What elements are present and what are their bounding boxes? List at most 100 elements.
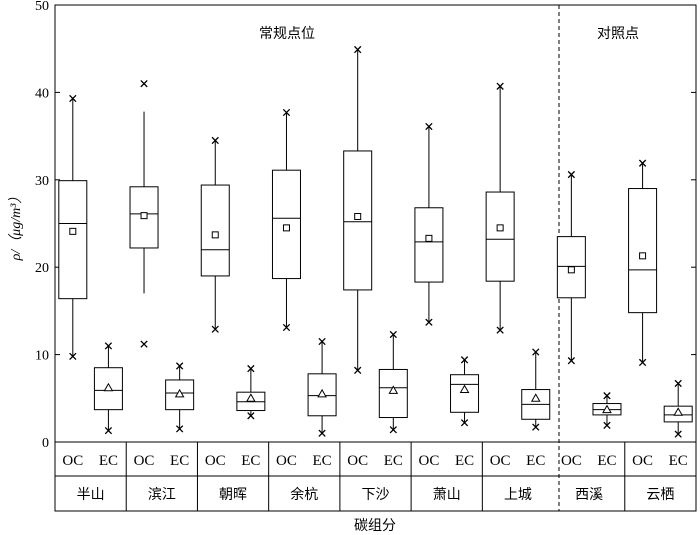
- mean-marker: [602, 404, 612, 414]
- max-marker: [104, 342, 113, 350]
- box-body: [628, 188, 658, 314]
- component-label: EC: [526, 453, 545, 469]
- component-label: EC: [241, 453, 260, 469]
- mean-marker: [354, 213, 362, 221]
- component-label: OC: [347, 453, 368, 469]
- component-label: OC: [632, 453, 653, 469]
- mean-marker: [530, 393, 541, 402]
- min-marker: [425, 318, 433, 326]
- component-label: OC: [62, 453, 83, 469]
- mean-marker: [317, 388, 327, 398]
- min-marker: [674, 430, 682, 438]
- min-marker: [389, 426, 397, 434]
- max-marker: [318, 337, 326, 346]
- max-marker: [354, 45, 362, 54]
- box-oc: [200, 136, 230, 333]
- mean-marker: [639, 252, 647, 260]
- max-marker: [496, 82, 504, 90]
- y-tick-label: 10: [35, 349, 49, 364]
- min-marker: [532, 423, 540, 431]
- mean-marker: [245, 393, 256, 402]
- max-marker: [567, 170, 576, 179]
- mean-marker: [69, 227, 77, 235]
- mean-marker: [174, 388, 185, 398]
- box-ec: [93, 342, 123, 435]
- y-tick-label: 30: [35, 174, 49, 189]
- component-label: OC: [490, 453, 511, 469]
- box-body: [414, 207, 444, 283]
- component-label: OC: [418, 453, 439, 469]
- component-label: OC: [134, 453, 155, 469]
- box-ec: [165, 362, 195, 433]
- box-body: [485, 191, 515, 282]
- min-marker: [567, 357, 576, 365]
- mean-marker: [211, 231, 219, 239]
- box-oc: [343, 45, 373, 374]
- max-marker: [175, 362, 184, 370]
- max-marker: [460, 356, 469, 364]
- mean-marker: [388, 385, 399, 394]
- y-axis-label: ρ/（μg/m³）: [8, 190, 24, 262]
- box-oc: [414, 122, 444, 326]
- box-oc: [628, 159, 658, 367]
- max-marker: [69, 94, 77, 103]
- component-label: EC: [597, 453, 616, 469]
- y-tick-label: 20: [35, 261, 49, 276]
- component-label: EC: [170, 453, 189, 469]
- component-label: EC: [384, 453, 403, 469]
- min-marker: [140, 340, 148, 348]
- site-label: 余杭: [290, 486, 318, 503]
- max-marker: [674, 379, 682, 388]
- site-label: 西溪: [575, 487, 603, 503]
- box-ec: [450, 356, 480, 427]
- box-body: [450, 374, 480, 413]
- max-marker: [140, 80, 148, 88]
- box-body: [378, 368, 408, 419]
- min-marker: [460, 419, 469, 427]
- box-oc: [271, 108, 301, 332]
- min-marker: [496, 326, 504, 334]
- box-oc: [58, 94, 88, 361]
- min-marker: [247, 412, 255, 420]
- mean-marker: [459, 384, 470, 394]
- min-marker: [211, 325, 219, 333]
- min-marker: [603, 421, 611, 430]
- min-marker: [69, 352, 77, 361]
- component-label: OC: [205, 453, 226, 469]
- x-axis-label: 碳组分: [354, 518, 396, 534]
- y-tick-label: 40: [35, 86, 49, 101]
- box-body: [343, 150, 373, 291]
- group-label-regular: 常规点位: [259, 26, 315, 42]
- mean-marker: [425, 234, 433, 242]
- box-oc: [129, 80, 159, 348]
- y-tick-label: 50: [35, 0, 49, 14]
- component-label: EC: [669, 453, 688, 469]
- min-marker: [638, 358, 647, 367]
- component-label: EC: [99, 453, 118, 469]
- mean-marker: [496, 224, 504, 232]
- box-marks: [58, 45, 693, 438]
- component-label: OC: [561, 453, 582, 469]
- component-label: EC: [312, 453, 331, 469]
- box-ec: [307, 337, 337, 437]
- box-ec: [521, 348, 551, 431]
- y-tick-label: 0: [42, 436, 49, 451]
- box-ec: [592, 392, 622, 430]
- max-marker: [282, 108, 291, 117]
- min-marker: [175, 425, 184, 433]
- min-marker: [354, 366, 362, 374]
- mean-marker: [567, 266, 575, 274]
- site-label: 萧山: [433, 487, 461, 503]
- box-ec: [663, 379, 693, 438]
- site-label: 下沙: [362, 487, 390, 503]
- component-label: EC: [455, 453, 474, 469]
- box-oc: [556, 170, 586, 365]
- site-label: 上城: [504, 487, 532, 503]
- max-marker: [532, 348, 540, 356]
- max-marker: [389, 330, 397, 339]
- box-ec: [236, 364, 266, 420]
- max-marker: [425, 122, 433, 131]
- min-marker: [104, 426, 113, 435]
- component-label: OC: [276, 453, 297, 469]
